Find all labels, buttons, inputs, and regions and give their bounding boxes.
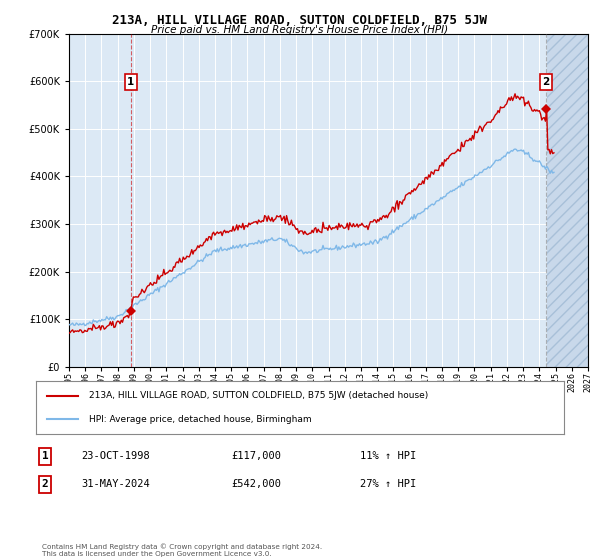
Text: 27% ↑ HPI: 27% ↑ HPI — [360, 479, 416, 489]
Text: 11% ↑ HPI: 11% ↑ HPI — [360, 451, 416, 461]
Bar — [547, 34, 588, 367]
Text: 23-OCT-1998: 23-OCT-1998 — [81, 451, 150, 461]
Text: 1: 1 — [41, 451, 49, 461]
Text: 1: 1 — [127, 77, 134, 87]
Text: Contains HM Land Registry data © Crown copyright and database right 2024.
This d: Contains HM Land Registry data © Crown c… — [42, 544, 322, 557]
Text: 2: 2 — [542, 77, 550, 87]
Text: 2: 2 — [41, 479, 49, 489]
Text: 31-MAY-2024: 31-MAY-2024 — [81, 479, 150, 489]
Text: 213A, HILL VILLAGE ROAD, SUTTON COLDFIELD, B75 5JW: 213A, HILL VILLAGE ROAD, SUTTON COLDFIEL… — [113, 14, 487, 27]
Text: 213A, HILL VILLAGE ROAD, SUTTON COLDFIELD, B75 5JW (detached house): 213A, HILL VILLAGE ROAD, SUTTON COLDFIEL… — [89, 391, 428, 400]
Text: £542,000: £542,000 — [231, 479, 281, 489]
Text: Price paid vs. HM Land Registry's House Price Index (HPI): Price paid vs. HM Land Registry's House … — [151, 25, 449, 35]
Text: HPI: Average price, detached house, Birmingham: HPI: Average price, detached house, Birm… — [89, 414, 311, 423]
Text: £117,000: £117,000 — [231, 451, 281, 461]
